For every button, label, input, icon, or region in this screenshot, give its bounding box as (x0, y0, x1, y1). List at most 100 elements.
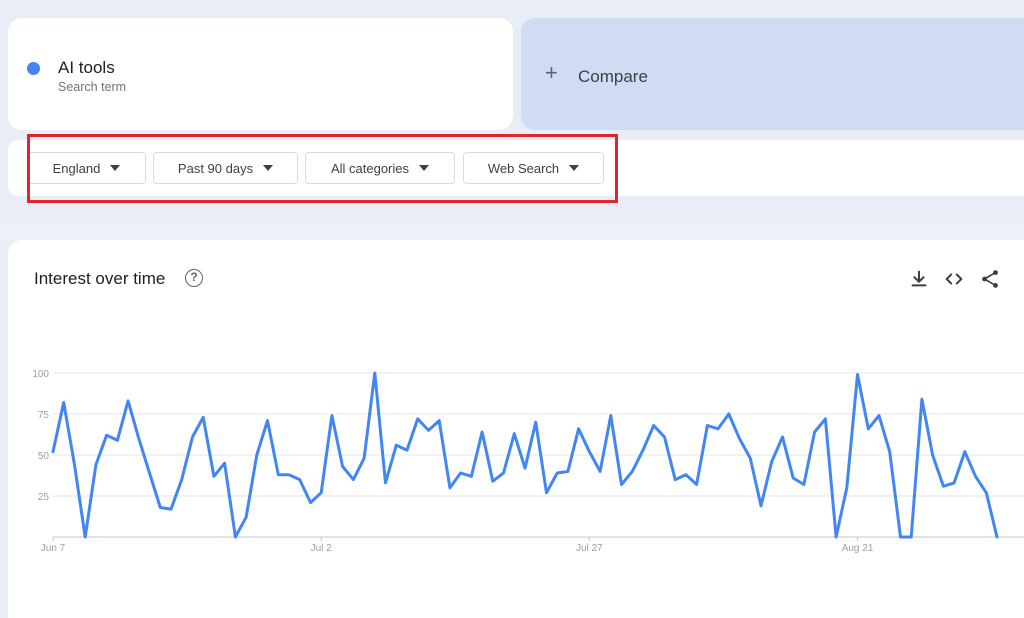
data-point[interactable] (104, 432, 110, 438)
data-point[interactable] (372, 370, 378, 376)
data-point[interactable] (522, 465, 528, 471)
data-point[interactable] (361, 455, 367, 461)
embed-icon[interactable] (943, 268, 965, 290)
series-line-ai-tools[interactable] (51, 371, 999, 539)
data-point[interactable] (275, 472, 281, 478)
data-point[interactable] (93, 462, 99, 468)
data-point[interactable] (329, 413, 335, 419)
data-point[interactable] (865, 426, 871, 432)
data-point[interactable] (801, 482, 807, 488)
data-point[interactable] (994, 534, 1000, 540)
data-point[interactable] (983, 490, 989, 496)
data-point[interactable] (157, 504, 163, 510)
help-icon[interactable]: ? (185, 269, 203, 287)
data-point[interactable] (82, 534, 88, 540)
data-point[interactable] (211, 473, 217, 479)
data-point[interactable] (147, 470, 153, 476)
data-point[interactable] (704, 422, 710, 428)
search-type-filter[interactable]: Web Search (463, 152, 604, 184)
region-filter[interactable]: England (27, 152, 146, 184)
data-point[interactable] (597, 468, 603, 474)
data-point[interactable] (168, 506, 174, 512)
data-point[interactable] (50, 449, 56, 455)
data-point[interactable] (651, 422, 657, 428)
data-point[interactable] (447, 485, 453, 491)
data-point[interactable] (254, 452, 260, 458)
data-point[interactable] (189, 434, 195, 440)
data-point[interactable] (779, 434, 785, 440)
data-point[interactable] (608, 413, 614, 419)
data-point[interactable] (640, 447, 646, 453)
data-point[interactable] (393, 442, 399, 448)
data-point[interactable] (179, 477, 185, 483)
data-point[interactable] (243, 514, 249, 520)
data-point[interactable] (383, 480, 389, 486)
data-point[interactable] (501, 470, 507, 476)
data-point[interactable] (436, 418, 442, 424)
search-term-title[interactable]: AI tools (58, 58, 115, 77)
data-point[interactable] (940, 483, 946, 489)
download-icon[interactable] (908, 268, 930, 290)
data-point[interactable] (340, 463, 346, 469)
data-point[interactable] (661, 434, 667, 440)
data-point[interactable] (468, 473, 474, 479)
data-point[interactable] (855, 372, 861, 378)
data-point[interactable] (71, 462, 77, 468)
data-point[interactable] (458, 470, 464, 476)
data-point[interactable] (404, 447, 410, 453)
data-point[interactable] (619, 482, 625, 488)
share-icon[interactable] (979, 268, 1001, 290)
data-point[interactable] (844, 485, 850, 491)
data-point[interactable] (125, 398, 131, 404)
data-point[interactable] (286, 472, 292, 478)
data-point[interactable] (479, 429, 485, 435)
data-point[interactable] (554, 470, 560, 476)
data-point[interactable] (769, 459, 775, 465)
data-point[interactable] (297, 477, 303, 483)
data-point[interactable] (833, 534, 839, 540)
data-point[interactable] (543, 490, 549, 496)
data-point[interactable] (307, 500, 313, 506)
data-point[interactable] (876, 413, 882, 419)
data-point[interactable] (586, 449, 592, 455)
data-point[interactable] (908, 534, 914, 540)
data-point[interactable] (200, 414, 206, 420)
data-point[interactable] (951, 480, 957, 486)
data-point[interactable] (962, 449, 968, 455)
data-point[interactable] (715, 426, 721, 432)
data-point[interactable] (812, 429, 818, 435)
data-point[interactable] (790, 475, 796, 481)
time-range-filter[interactable]: Past 90 days (153, 152, 298, 184)
data-point[interactable] (672, 477, 678, 483)
category-filter[interactable]: All categories (305, 152, 455, 184)
data-point[interactable] (222, 460, 228, 466)
search-term-card[interactable]: AI tools Search term (8, 18, 513, 130)
data-point[interactable] (565, 468, 571, 474)
data-point[interactable] (350, 477, 356, 483)
data-point[interactable] (629, 468, 635, 474)
data-point[interactable] (232, 534, 238, 540)
data-point[interactable] (136, 436, 142, 442)
data-point[interactable] (683, 472, 689, 478)
data-point[interactable] (265, 418, 271, 424)
data-point[interactable] (887, 449, 893, 455)
data-point[interactable] (61, 400, 67, 406)
data-point[interactable] (737, 436, 743, 442)
data-point[interactable] (973, 473, 979, 479)
data-point[interactable] (747, 455, 753, 461)
data-point[interactable] (822, 416, 828, 422)
data-point[interactable] (318, 490, 324, 496)
data-point[interactable] (511, 431, 517, 437)
data-point[interactable] (758, 503, 764, 509)
data-point[interactable] (114, 437, 120, 443)
data-point[interactable] (897, 534, 903, 540)
data-point[interactable] (415, 416, 421, 422)
data-point[interactable] (533, 419, 539, 425)
data-point[interactable] (919, 396, 925, 402)
data-point[interactable] (930, 452, 936, 458)
data-point[interactable] (425, 427, 431, 433)
data-point[interactable] (726, 411, 732, 417)
compare-button[interactable]: + Compare (521, 18, 1024, 130)
data-point[interactable] (576, 426, 582, 432)
data-point[interactable] (490, 478, 496, 484)
